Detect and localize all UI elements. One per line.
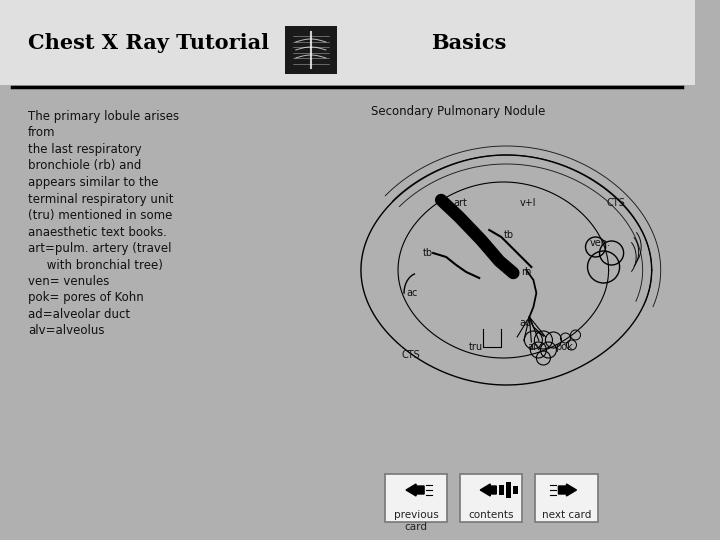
Text: art: art	[453, 198, 467, 208]
Bar	[284, 26, 337, 74]
Bar	[0, 0, 695, 85]
Text: anaesthetic text books.: anaesthetic text books.	[28, 226, 167, 239]
FancyArrow shape	[406, 484, 424, 496]
Text: art=pulm. artery (travel: art=pulm. artery (travel	[28, 242, 171, 255]
FancyArrow shape	[480, 484, 496, 496]
Text: v+l: v+l	[519, 198, 536, 208]
Text: The primary lobule arises: The primary lobule arises	[28, 110, 179, 123]
FancyArrow shape	[559, 484, 577, 496]
Text: ad=alveolar duct: ad=alveolar duct	[28, 308, 130, 321]
Text: (tru) mentioned in some: (tru) mentioned in some	[28, 209, 173, 222]
Text: Basics: Basics	[431, 33, 506, 53]
Bar	[499, 485, 504, 495]
Text: ven= venules: ven= venules	[28, 275, 109, 288]
Bar	[506, 482, 511, 498]
Text: tb: tb	[423, 248, 433, 258]
Text: pok: pok	[555, 342, 573, 352]
Bar	[513, 486, 518, 494]
Text: contents: contents	[469, 510, 514, 520]
Text: ven.: ven.	[590, 238, 611, 248]
Text: alv=alveolus: alv=alveolus	[28, 325, 104, 338]
Text: ad: ad	[519, 318, 531, 328]
Text: rb: rb	[521, 267, 531, 277]
Text: tru: tru	[469, 342, 483, 352]
Text: previous
card: previous card	[394, 510, 438, 531]
Text: ac: ac	[406, 288, 418, 298]
Text: pok= pores of Kohn: pok= pores of Kohn	[28, 292, 144, 305]
Text: terminal respiratory unit: terminal respiratory unit	[28, 192, 174, 206]
Bar	[385, 474, 447, 522]
Text: CTS: CTS	[401, 350, 420, 360]
Bar	[536, 474, 598, 522]
Text: from: from	[28, 126, 55, 139]
Text: tb: tb	[503, 230, 513, 240]
Text: CTS: CTS	[606, 198, 626, 208]
Text: appears similar to the: appears similar to the	[28, 176, 158, 189]
Text: Secondary Pulmonary Nodule: Secondary Pulmonary Nodule	[371, 105, 545, 118]
Text: bronchiole (rb) and: bronchiole (rb) and	[28, 159, 141, 172]
Text: with bronchial tree): with bronchial tree)	[28, 259, 163, 272]
Text: next card: next card	[541, 510, 591, 520]
Text: alv: alv	[527, 342, 542, 352]
Text: Chest X Ray Tutorial: Chest X Ray Tutorial	[28, 33, 269, 53]
Text: the last respiratory: the last respiratory	[28, 143, 142, 156]
Bar	[460, 474, 522, 522]
